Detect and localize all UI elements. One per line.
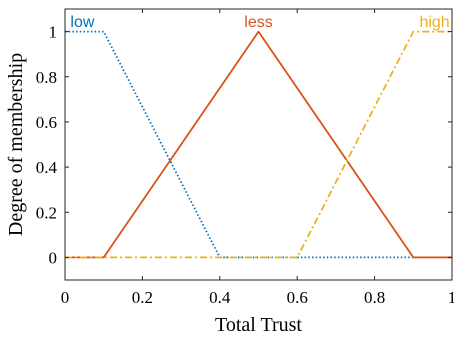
x-tick-label: 1 [448,288,454,307]
series-label-low: low [70,14,94,31]
x-tick-label: 0 [61,288,70,307]
y-tick-label: 0.4 [36,158,58,177]
tick-layer: 0 0.2 0.4 0.6 0.8 1 0 0.2 0.4 0.6 0.8 1 [36,9,454,307]
series-label-less: less [244,14,272,31]
x-tick-label: 0.8 [364,288,385,307]
y-tick-label: 0.2 [36,203,57,222]
x-tick-label: 0.4 [209,288,231,307]
y-tick-label: 1 [49,23,58,42]
series-label-layer: low less high [70,14,449,31]
x-axis-title: Total Trust [215,314,302,336]
x-tick-label: 0.2 [132,288,153,307]
series-line-high [65,30,452,259]
series-line-less [65,30,452,259]
y-tick-label: 0.6 [36,113,57,132]
series-line-low [65,30,452,259]
y-tick-label: 0 [49,248,58,267]
y-tick-label: 0.8 [36,68,57,87]
y-axis-title: Degree of membership [5,53,27,236]
series-label-high: high [419,14,449,31]
plot-frame [64,8,453,281]
series-layer [65,30,452,259]
x-tick-label: 0.6 [287,288,308,307]
